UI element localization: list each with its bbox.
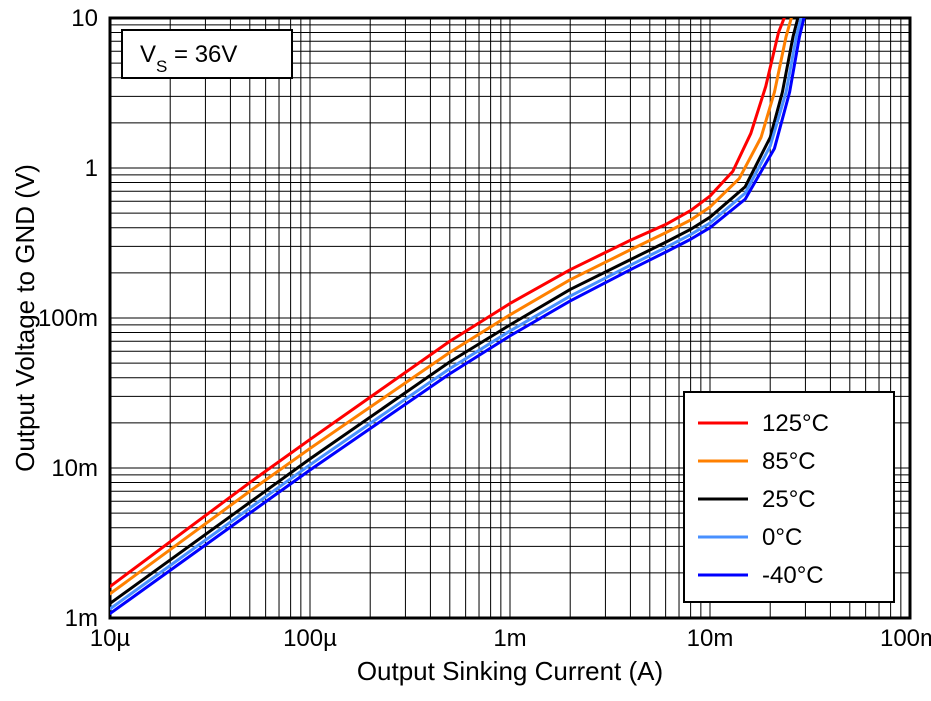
x-tick-label: 100µ	[283, 625, 337, 652]
y-axis-label: Output Voltage to GND (V)	[10, 164, 40, 472]
y-tick-label: 10m	[51, 455, 98, 482]
chart-svg: 10µ100µ1m10m100m1m10m100m110Output Sinki…	[0, 0, 931, 701]
x-tick-label: 10m	[687, 625, 734, 652]
legend-label: -40°C	[762, 562, 824, 589]
legend-label: 0°C	[762, 524, 802, 551]
x-tick-label: 1m	[493, 625, 526, 652]
x-tick-label: 100m	[880, 625, 931, 652]
y-tick-label: 10	[71, 5, 98, 32]
legend-label: 85°C	[762, 448, 816, 475]
y-tick-label: 100m	[38, 305, 98, 332]
x-axis-label: Output Sinking Current (A)	[357, 656, 663, 686]
legend-label: 25°C	[762, 486, 816, 513]
y-tick-label: 1	[85, 155, 98, 182]
y-tick-label: 1m	[65, 605, 98, 632]
legend-label: 125°C	[762, 410, 829, 437]
chart-container: { "chart": { "type": "line-loglog", "bac…	[0, 0, 931, 701]
